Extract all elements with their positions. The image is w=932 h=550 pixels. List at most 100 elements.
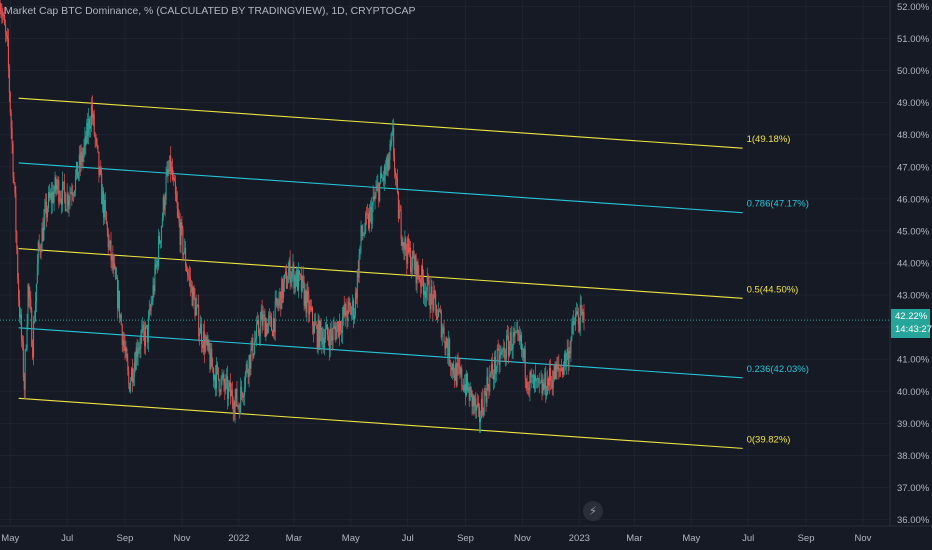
candle-body — [137, 350, 139, 357]
candle-body — [381, 177, 383, 179]
time-tick-label: Nov — [854, 533, 871, 544]
candle-body — [413, 258, 415, 271]
time-axis[interactable]: May Jul Sep Nov 2022 Mar May Jul Sep Nov 2023 Mar Ma… — [1, 533, 871, 544]
time-tick-label: 2023 — [569, 533, 590, 544]
candle-body — [384, 165, 386, 175]
candle-body — [485, 392, 487, 403]
price-tick-label: 51.00% — [897, 34, 930, 45]
candle-body — [337, 321, 339, 328]
candle-body — [20, 314, 22, 340]
candle-body — [89, 118, 91, 129]
candle-body — [290, 277, 292, 283]
candle-body — [376, 185, 378, 191]
candle-body — [303, 281, 305, 306]
time-tick-label: Sep — [457, 533, 474, 544]
candle-body — [241, 386, 243, 393]
candle-body — [416, 261, 418, 284]
candle-body — [577, 315, 579, 325]
candle-body — [523, 348, 525, 358]
candle-body — [228, 382, 230, 387]
candle-body — [3, 14, 5, 17]
candle-body — [520, 334, 522, 342]
candle-body — [317, 319, 319, 348]
lightning-icon[interactable]: ⚡ — [583, 501, 603, 521]
candle-body — [200, 324, 202, 334]
candle-body — [393, 127, 395, 156]
candle-body — [101, 173, 103, 205]
fib-level-line — [18, 248, 743, 299]
candle-body — [110, 240, 112, 261]
candle-body — [576, 311, 578, 315]
candle-body — [300, 274, 302, 292]
candle-body — [517, 329, 519, 332]
candle-body — [232, 402, 234, 412]
candle-body — [144, 331, 146, 347]
candle-body — [526, 381, 528, 389]
candle-body — [140, 335, 142, 349]
candle-body — [574, 323, 576, 326]
candle-body — [368, 213, 370, 229]
price-tick-label: 47.00% — [897, 162, 930, 173]
candle-body — [369, 206, 371, 212]
candle-body — [183, 252, 185, 255]
candle-body — [107, 230, 109, 248]
candle-body — [199, 333, 201, 337]
candle-body — [205, 336, 207, 342]
candle-body — [540, 380, 542, 383]
candle-body — [349, 303, 351, 307]
candle-body — [57, 179, 59, 186]
candle-body — [184, 247, 186, 253]
price-tick-label: 40.00% — [897, 387, 930, 398]
candle-body — [275, 298, 277, 301]
candle-body — [174, 181, 176, 195]
time-tick-label: Jul — [742, 533, 754, 544]
candle-body — [547, 378, 549, 395]
candle-body — [558, 364, 560, 369]
candle-body — [237, 405, 239, 407]
candle-body — [132, 377, 134, 383]
candle-body — [138, 347, 140, 351]
candle-body — [29, 296, 31, 300]
candle-body — [125, 348, 127, 352]
candle-body — [330, 328, 332, 336]
candle-body — [59, 198, 61, 203]
fib-level-label: 0.786(47.17%) — [747, 199, 809, 210]
candle-body — [181, 222, 183, 229]
candle-body — [332, 327, 334, 341]
candle-body — [339, 321, 341, 337]
candle-body — [452, 363, 454, 375]
candle-body — [532, 374, 534, 377]
candle-body — [187, 274, 189, 276]
candle-body — [61, 198, 63, 205]
candle-body — [389, 143, 391, 160]
candle-body — [164, 199, 166, 210]
candle-body — [96, 138, 98, 146]
time-tick-label: May — [342, 533, 360, 544]
candle-body — [394, 155, 396, 172]
candle-body — [377, 183, 379, 186]
candle-body — [544, 372, 546, 389]
candle-body — [566, 348, 568, 356]
fib-level-line — [18, 162, 743, 214]
fib-channel — [18, 97, 743, 449]
candle-body — [487, 376, 489, 387]
candle-body — [508, 344, 510, 356]
candle-body — [8, 67, 10, 93]
candle-body — [217, 367, 219, 380]
candle-body — [459, 367, 461, 374]
candle-body — [533, 374, 535, 389]
candle-body — [493, 375, 495, 380]
candle-body — [149, 308, 151, 311]
fib-level-line — [18, 327, 743, 379]
candle-body — [392, 127, 394, 133]
candle-body — [109, 240, 111, 244]
candle-body — [567, 348, 569, 367]
candle-body — [246, 364, 248, 372]
candle-body — [528, 389, 530, 391]
candle-body — [396, 178, 398, 193]
candle-body — [257, 320, 259, 334]
candle-body — [541, 380, 543, 394]
candle-body — [74, 191, 76, 195]
candle-body — [581, 309, 583, 315]
